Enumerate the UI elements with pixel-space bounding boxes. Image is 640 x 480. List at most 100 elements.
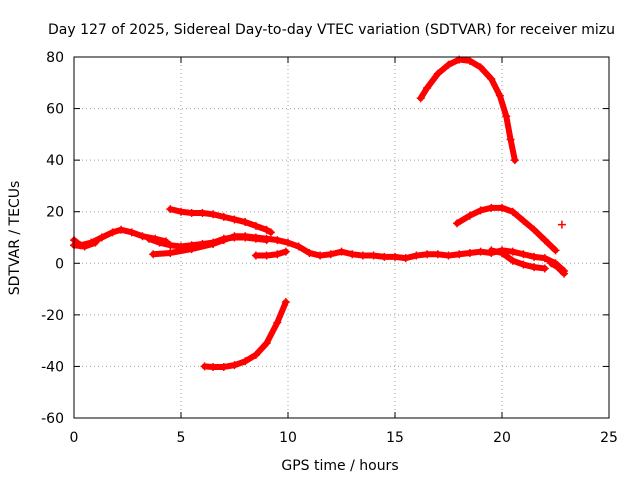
data-point	[262, 225, 271, 234]
data-point	[508, 247, 517, 256]
data-point	[138, 232, 147, 241]
data-point	[149, 250, 158, 259]
y-tick-label: 80	[46, 50, 64, 66]
data-point	[219, 212, 228, 221]
data-point	[200, 362, 209, 371]
series-line	[201, 298, 289, 370]
data-point	[455, 250, 464, 259]
data-point	[91, 238, 100, 247]
data-point	[80, 242, 89, 251]
x-tick-label: 0	[70, 430, 79, 446]
data-point	[166, 205, 175, 214]
data-point	[262, 236, 271, 245]
data-point	[241, 218, 250, 227]
series-arc-7	[200, 297, 290, 371]
series-arc-4	[144, 233, 271, 251]
data-point	[358, 251, 367, 260]
data-point	[273, 318, 282, 327]
data-point	[412, 251, 421, 260]
data-point	[547, 259, 556, 268]
data-point	[348, 250, 357, 259]
data-point	[166, 241, 175, 250]
data-point	[177, 242, 185, 251]
data-point	[97, 233, 106, 242]
data-point	[465, 248, 474, 257]
data-point	[144, 234, 153, 243]
x-tick-label: 10	[279, 430, 297, 446]
data-point	[198, 209, 207, 218]
data-point	[530, 252, 539, 261]
data-point	[316, 251, 325, 260]
y-axis-label: SDTVAR / TECUs	[7, 181, 23, 296]
series-line	[252, 248, 289, 259]
plot-frame	[73, 56, 610, 419]
data-point	[281, 247, 290, 256]
data-point	[498, 203, 506, 212]
data-point	[519, 250, 528, 259]
series-arc-9	[453, 203, 560, 255]
data-point	[433, 69, 442, 78]
data-point	[508, 256, 517, 265]
data-point	[251, 251, 260, 260]
data-point	[519, 216, 528, 225]
y-tick-label: -20	[41, 308, 64, 324]
data-point	[369, 251, 378, 260]
series-arc-11	[547, 259, 569, 278]
data-point	[444, 60, 453, 69]
y-tick-label: 60	[46, 102, 64, 118]
data-point	[219, 234, 228, 243]
series-line	[417, 56, 518, 164]
data-point	[502, 112, 511, 121]
data-point	[540, 236, 549, 245]
data-point	[519, 260, 528, 269]
data-points	[70, 55, 569, 371]
data-point	[476, 247, 485, 256]
x-axis-label: GPS time / hours	[281, 458, 398, 474]
data-point	[560, 269, 569, 278]
data-point	[401, 254, 410, 263]
data-point	[487, 246, 496, 255]
data-point	[508, 207, 517, 216]
data-point	[305, 248, 314, 257]
series-arc-6	[251, 247, 290, 260]
data-point	[498, 248, 506, 257]
data-point	[230, 361, 239, 370]
data-point	[510, 156, 519, 165]
data-point	[551, 246, 560, 255]
data-point	[273, 250, 282, 259]
data-point	[453, 219, 462, 228]
chart-title: Day 127 of 2025, Sidereal Day-to-day VTE…	[48, 22, 615, 38]
data-point	[391, 252, 399, 261]
y-tick-label: -40	[41, 359, 64, 375]
data-point	[127, 228, 136, 237]
data-point	[241, 357, 250, 366]
data-point	[219, 362, 228, 371]
data-point	[230, 215, 239, 224]
series-line	[454, 204, 559, 254]
data-point	[294, 242, 303, 251]
data-point	[530, 263, 539, 272]
y-tick-label: -60	[41, 411, 64, 427]
data-point	[465, 211, 474, 220]
data-point	[209, 238, 218, 247]
series-arc-12	[557, 220, 566, 229]
data-point	[423, 250, 432, 259]
data-point	[530, 225, 539, 234]
data-point	[476, 63, 485, 72]
data-point	[540, 254, 549, 263]
data-point	[540, 264, 549, 273]
data-point	[495, 91, 504, 100]
y-tick-label: 0	[55, 256, 64, 272]
data-point	[273, 236, 282, 245]
data-point	[266, 228, 275, 237]
series-arc-10	[487, 246, 549, 273]
data-point	[166, 248, 175, 257]
data-point	[251, 234, 260, 243]
series-arc-5	[166, 205, 275, 237]
data-point	[187, 209, 196, 218]
data-point	[444, 251, 453, 260]
data-point	[187, 241, 196, 250]
data-point	[251, 350, 260, 359]
y-tick-label: 40	[46, 153, 64, 169]
